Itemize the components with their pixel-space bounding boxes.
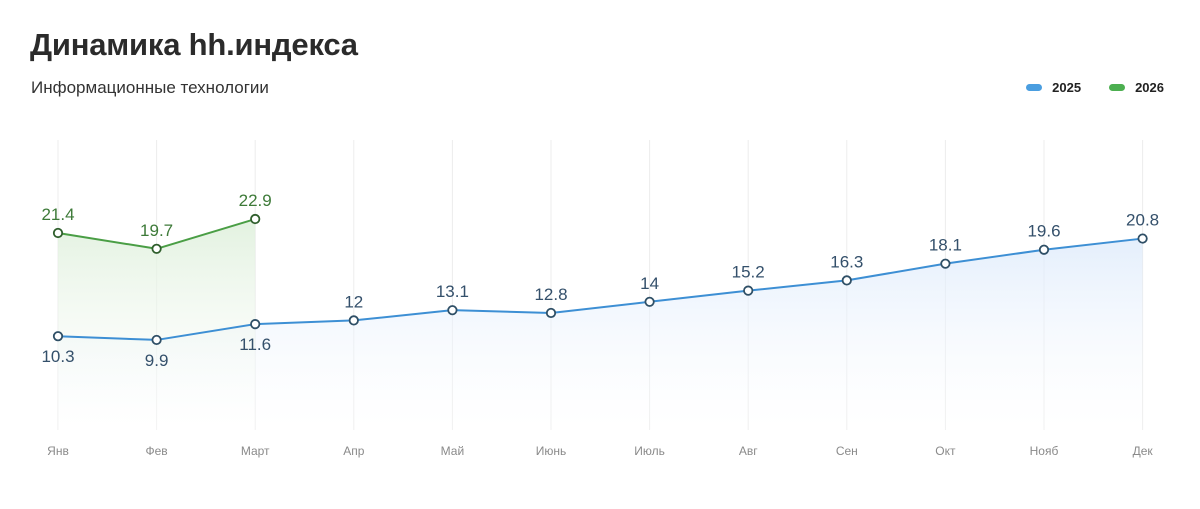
data-label: 19.6 <box>1027 222 1060 241</box>
data-point[interactable] <box>151 334 162 346</box>
x-tick-label: Фев <box>146 444 168 458</box>
series-points <box>52 213 1148 346</box>
legend-item-2025[interactable]: 2025 <box>1026 80 1081 95</box>
data-point[interactable] <box>250 213 261 225</box>
data-point[interactable] <box>348 315 359 326</box>
legend: 2025 2026 <box>1026 80 1164 95</box>
data-label: 10.3 <box>41 347 74 366</box>
data-point[interactable] <box>250 319 261 330</box>
data-point[interactable] <box>1137 233 1148 244</box>
legend-swatch-2026 <box>1109 84 1126 91</box>
data-point[interactable] <box>841 275 852 286</box>
data-label: 12.8 <box>534 285 567 304</box>
data-label: 18.1 <box>929 236 962 255</box>
series-area-2025 <box>58 238 1143 430</box>
data-label: 12 <box>344 292 363 311</box>
x-axis: Янв Фев Март Апр Май Июнь Июль Авг Сен Окт Нояб Дек <box>47 444 1153 458</box>
data-point[interactable] <box>52 227 64 239</box>
data-point[interactable] <box>151 243 162 254</box>
data-point[interactable] <box>940 258 951 269</box>
x-tick-label: Нояб <box>1030 444 1059 458</box>
data-point[interactable] <box>52 331 64 342</box>
x-tick-label: Авг <box>739 444 758 458</box>
x-tick-label: Янв <box>47 444 69 458</box>
legend-label-2026: 2026 <box>1135 80 1164 95</box>
data-point[interactable] <box>1038 244 1050 255</box>
x-tick-label: Май <box>441 444 465 458</box>
x-tick-label: Апр <box>343 444 365 458</box>
data-label: 9.9 <box>145 351 169 370</box>
data-label: 15.2 <box>732 263 765 282</box>
legend-label-2025: 2025 <box>1052 80 1082 95</box>
legend-item-2026[interactable]: 2026 <box>1109 80 1164 95</box>
data-label: 22.9 <box>239 191 272 210</box>
x-tick-label: Март <box>241 444 270 458</box>
data-label: 14 <box>640 274 659 293</box>
x-tick-label: Дек <box>1133 444 1154 458</box>
x-tick-label: Июль <box>634 444 665 458</box>
data-point[interactable] <box>644 296 655 307</box>
legend-swatch-2025 <box>1026 84 1043 91</box>
data-label: 16.3 <box>830 252 863 271</box>
data-labels: 10.3 9.9 11.6 12 13.1 12.8 14 15.2 16.3 18.1 19.6 2… <box>41 191 1159 370</box>
x-tick-label: Июнь <box>536 444 567 458</box>
series-line-2025 <box>57 237 1144 341</box>
data-label: 13.1 <box>436 282 469 301</box>
data-point[interactable] <box>447 305 458 316</box>
series-areas <box>58 219 1143 430</box>
x-tick-label: Окт <box>935 444 956 458</box>
data-point[interactable] <box>743 285 754 296</box>
chart-subtitle: Информационные технологии <box>31 78 269 97</box>
x-tick-label: Сен <box>836 444 858 458</box>
data-label: 21.4 <box>41 205 74 224</box>
data-point[interactable] <box>545 307 557 319</box>
series-area-2026 <box>58 219 256 430</box>
data-label: 19.7 <box>140 221 173 240</box>
chart-title: Динамика hh.индекса <box>30 27 358 62</box>
data-label: 20.8 <box>1126 211 1159 230</box>
data-label: 11.6 <box>239 335 271 354</box>
